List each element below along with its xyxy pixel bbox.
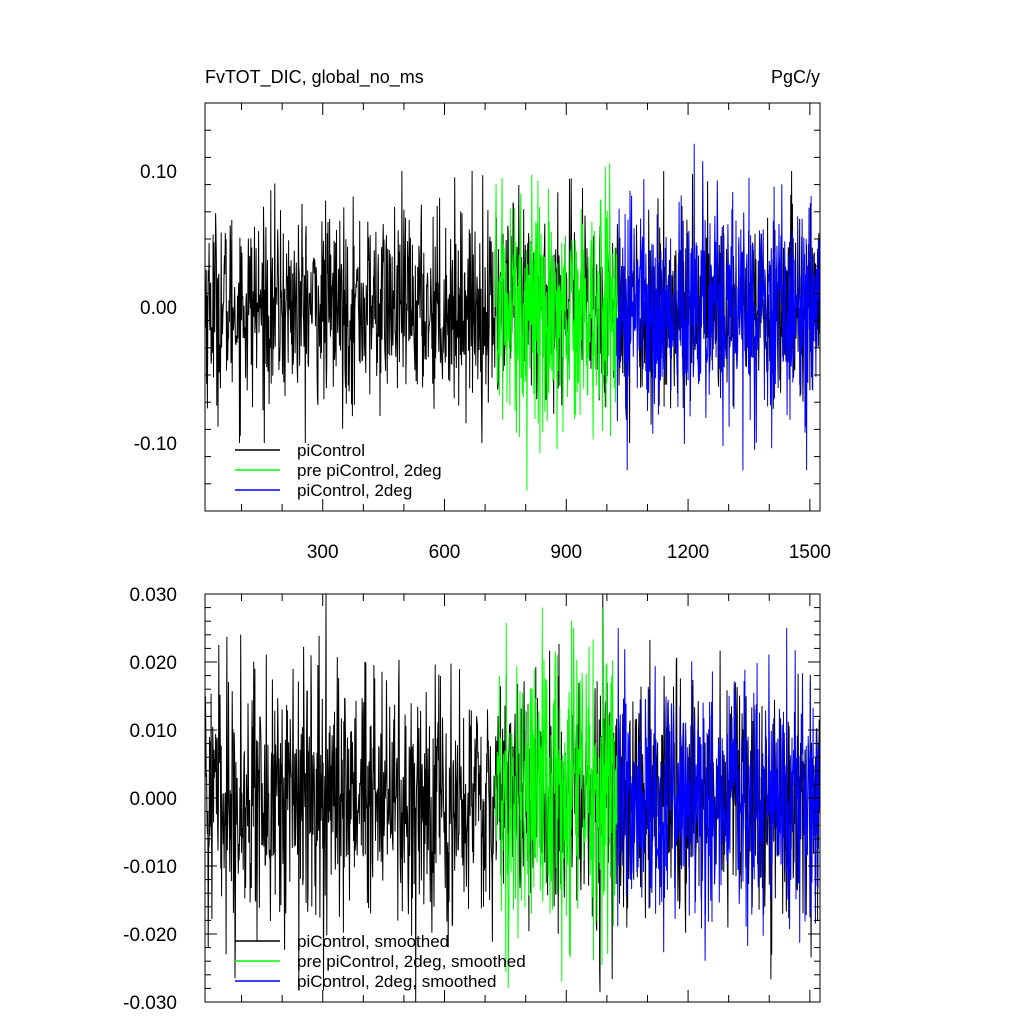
y-tick-label: 0.10: [140, 162, 177, 183]
y-tick-label: 0.000: [129, 789, 177, 810]
legend-label: pre piControl, 2deg: [297, 461, 442, 480]
top-panel: FvTOT_DIC, global_no_ms PgC/y -0.10 0.00 0…: [134, 67, 831, 563]
x-tick-label: 900: [550, 542, 582, 563]
y-tick-label: -0.010: [123, 857, 177, 878]
top-panel-title-right: PgC/y: [771, 67, 820, 87]
y-tick-label: 0.020: [129, 653, 177, 674]
top-panel-ticks: -0.10 0.00 0.10 300 600 900 1200 1500: [134, 102, 831, 563]
x-tick-label: 600: [429, 542, 461, 563]
y-tick-label: -0.030: [123, 993, 177, 1014]
series-line-2: [494, 607, 618, 989]
legend-label: piControl, smoothed: [297, 932, 449, 951]
x-tick-label: 1500: [789, 542, 831, 563]
series-line-3: [616, 143, 821, 471]
legend-label: piControl, 2deg, smoothed: [297, 972, 496, 991]
legend-label: piControl: [297, 441, 365, 460]
series-line-3: [616, 627, 821, 961]
y-tick-label: 0.010: [129, 721, 177, 742]
bottom-panel-ticks: -0.030 -0.020 -0.010 0.000 0.010 0.020 0.030: [123, 585, 820, 1014]
series-line-2: [494, 163, 618, 491]
y-tick-label: -0.10: [134, 434, 177, 455]
series-line-1: [204, 593, 821, 1003]
y-tick-label: 0.030: [129, 585, 177, 606]
series-line-1: [204, 170, 821, 444]
top-panel-series: [204, 143, 821, 491]
bottom-panel: -0.030 -0.020 -0.010 0.000 0.010 0.020 0.030 p…: [123, 585, 821, 1014]
top-panel-title-left: FvTOT_DIC, global_no_ms: [205, 67, 424, 88]
bottom-panel-series: [204, 593, 821, 1003]
x-tick-label: 300: [307, 542, 339, 563]
legend-label: piControl, 2deg: [297, 481, 412, 500]
y-tick-label: -0.020: [123, 925, 177, 946]
legend-label: pre piControl, 2deg, smoothed: [297, 952, 526, 971]
x-tick-label: 1200: [667, 542, 709, 563]
y-tick-label: 0.00: [140, 298, 177, 319]
top-panel-frame: [204, 102, 821, 512]
